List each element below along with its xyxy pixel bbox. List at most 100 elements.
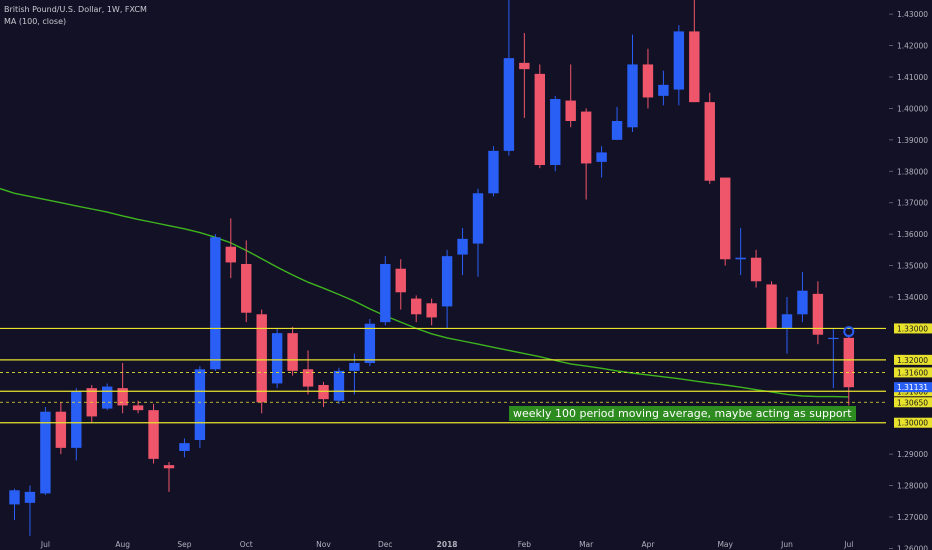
chart-legend: British Pound/U.S. Dollar, 1W, FXCM MA (… [4,4,147,28]
candle-body [580,111,592,164]
candle [210,234,221,371]
candle-body [565,100,576,121]
candle [673,25,685,106]
candle-body [380,264,391,323]
time-tick-label: Jun [780,540,793,549]
candle-body [40,411,51,494]
candle [9,488,20,521]
candle [720,177,731,266]
level-badge [894,367,932,378]
price-tick-label: 1.39000 [897,136,928,145]
candle [271,328,283,389]
candle [395,259,406,310]
candle [534,64,545,169]
candle [426,298,437,326]
candle [380,256,391,326]
candle-body [472,193,484,244]
indicator-label: MA (100, close) [4,17,67,26]
candle-body [766,284,777,329]
moving-average-line [0,187,849,398]
candles-layer [9,0,854,536]
candle-body [333,370,345,401]
current-price-badge [894,382,932,393]
candle-body [812,293,824,335]
candle [611,106,623,140]
candle [781,297,793,354]
candle-body [426,303,437,318]
candle [488,146,499,197]
candle [735,227,746,275]
price-tick-label: 1.27000 [897,513,928,522]
candle-body [673,31,685,90]
candle [364,319,376,367]
moving-average-layer [0,187,849,398]
price-tick-label: 1.38000 [897,167,928,176]
candle-body [163,465,175,469]
level-badge [894,417,932,428]
time-tick-label: Sep [177,540,191,549]
candle [102,383,113,411]
candle-body [627,64,638,128]
candle [318,381,329,407]
candle [40,407,51,495]
candle-body [349,363,360,371]
candle [519,33,530,118]
time-tick-label: May [717,540,733,549]
candle-body [596,152,607,162]
candle-body [781,314,793,329]
candle-body [488,150,499,194]
candle [550,95,561,172]
candle [812,281,824,345]
price-tick-label: 1.40000 [897,104,928,113]
level-badge-label: 1.31600 [897,368,928,377]
candle-body [797,290,808,315]
candle-body [689,31,700,103]
candle-body [256,314,267,403]
price-tick-label: 1.35000 [897,262,928,271]
time-tick-label: Aug [115,540,130,549]
candle [642,48,654,109]
candle [843,334,854,406]
candle-body [102,386,113,409]
price-marker-layer [843,326,855,338]
candle [411,295,422,323]
support-resistance-layer: 1.330001.320001.316001.310001.306501.300… [0,323,932,428]
candle [256,309,267,414]
price-tick-label: 1.42000 [897,42,928,51]
candle-body [241,264,252,313]
time-tick-label: Jul [40,540,50,549]
candle [565,64,576,128]
candle [117,363,128,414]
candle [750,249,762,288]
annotation-label: weekly 100 period moving average, maybe … [509,406,856,421]
time-axis[interactable]: Jul Aug Sep Oct Nov Dec 2018 Feb Mar Apr May Jun Jul [40,540,853,549]
candle [148,403,159,464]
level-badge [894,323,932,334]
candle-body [735,257,746,260]
candle [71,388,82,461]
candle-body [364,323,376,363]
chart-title: British Pound/U.S. Dollar, 1W, FXCM [4,5,147,14]
candle [194,366,206,448]
candle-body [179,443,190,451]
candle [766,281,777,329]
candle-body [117,388,128,406]
candle [596,146,607,178]
price-axis[interactable]: 1.43000 1.42000 1.41000 1.40000 1.39000 1.380… [889,10,928,550]
time-tick-label: Jul [843,540,853,549]
candle-body [828,337,839,340]
candle-body [534,73,545,165]
price-tick-label: 1.28000 [897,482,928,491]
candle [441,249,453,329]
level-badge [894,354,932,365]
time-tick-label: 2018 [437,540,458,549]
candle-body [148,410,159,459]
current-price-label: 1.31131 [897,383,928,392]
candle-body [194,369,206,440]
candle [179,438,190,458]
candle-body [55,411,67,448]
candle-body [225,246,236,263]
candle-body [843,337,854,388]
highlight-circle [843,326,855,338]
